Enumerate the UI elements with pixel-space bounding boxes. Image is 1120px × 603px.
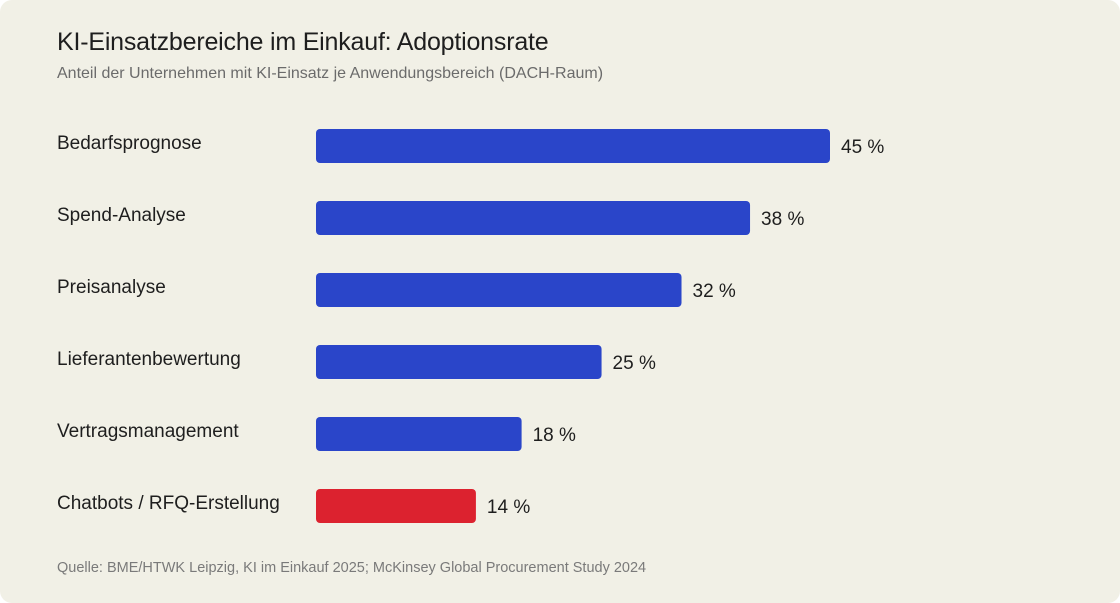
bar bbox=[316, 417, 522, 451]
chart-subtitle: Anteil der Unternehmen mit KI-Einsatz je… bbox=[57, 65, 604, 82]
value-label: 25 % bbox=[613, 353, 656, 374]
bar bbox=[316, 201, 751, 235]
category-label: Bedarfsprognose bbox=[57, 133, 202, 154]
bar bbox=[316, 489, 476, 523]
source-note: Quelle: BME/HTWK Leipzig, KI im Einkauf … bbox=[57, 560, 647, 576]
category-label: Lieferantenbewertung bbox=[57, 349, 241, 370]
category-label: Chatbots / RFQ-Erstellung bbox=[57, 493, 280, 514]
value-label: 18 % bbox=[533, 425, 576, 446]
value-label: 14 % bbox=[487, 497, 530, 518]
category-label: Spend-Analyse bbox=[57, 205, 186, 226]
value-label: 32 % bbox=[693, 281, 736, 302]
bar bbox=[316, 273, 682, 307]
category-label: Preisanalyse bbox=[57, 277, 166, 298]
category-label: Vertragsmanagement bbox=[57, 421, 239, 442]
value-label: 45 % bbox=[841, 137, 884, 158]
value-label: 38 % bbox=[761, 209, 804, 230]
bar bbox=[316, 129, 830, 163]
chart-title: KI-Einsatzbereiche im Einkauf: Adoptions… bbox=[57, 28, 549, 56]
bar bbox=[316, 345, 602, 379]
